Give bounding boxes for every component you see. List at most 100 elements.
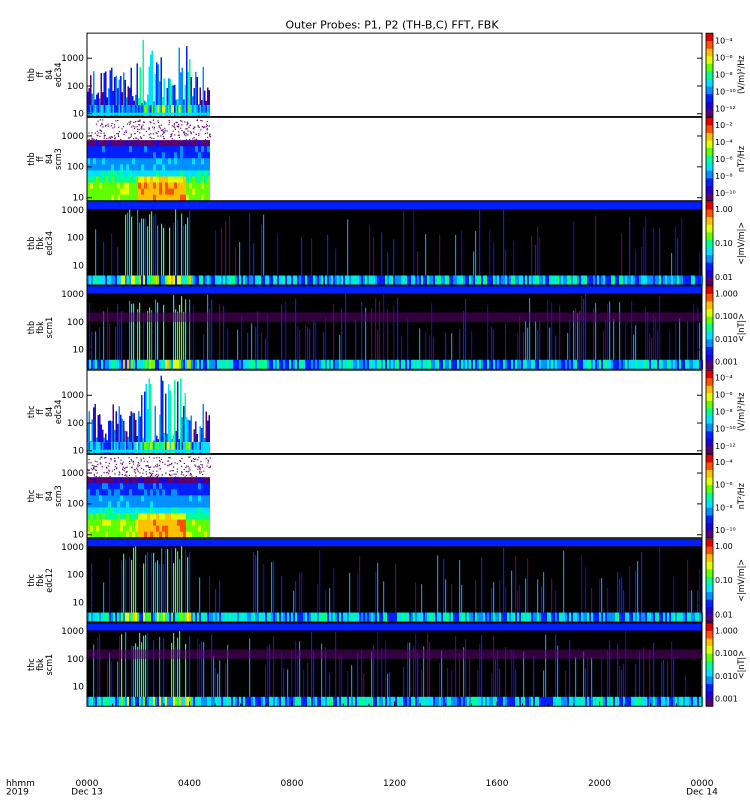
spectral-cell: [186, 188, 189, 196]
spectral-cell: [207, 525, 210, 533]
fbk-spike: [581, 555, 583, 615]
spectral-cell: [192, 531, 195, 539]
fbk-bottom-band: [605, 696, 607, 707]
fbk-bottom-band: [553, 275, 555, 285]
spectral-cell: [187, 442, 189, 454]
spectral-cell: [172, 105, 174, 117]
fbk-spike: [653, 314, 655, 362]
noise-speck: [93, 473, 95, 475]
noise-speck: [149, 466, 151, 468]
fbk-bottom-band: [179, 275, 181, 285]
spectral-cell: [135, 507, 138, 514]
fbk-spike: [183, 311, 185, 362]
spectral-cell: [90, 152, 93, 159]
fbk-spike: [95, 229, 97, 278]
noise-speck: [188, 456, 190, 458]
noise-speck: [116, 133, 118, 135]
fbk-bottom-band: [343, 696, 345, 707]
noise-speck: [168, 121, 171, 123]
spectral-cell: [87, 489, 90, 496]
spectral-column: [163, 432, 165, 443]
fbk-bottom-band: [423, 696, 425, 707]
spectral-cell: [87, 105, 89, 117]
fbk-bottom-band: [529, 612, 531, 623]
noise-speck: [105, 124, 107, 126]
colorbar-tick-label: 0.100: [715, 312, 738, 321]
fbk-bottom-band: [351, 696, 353, 707]
spectral-column: [184, 84, 186, 106]
fbk-bottom-band: [381, 612, 383, 623]
spectral-column: [96, 94, 98, 106]
spectral-cell: [186, 182, 189, 190]
fbk-spike: [601, 655, 603, 699]
fbk-bottom-band: [275, 612, 277, 623]
spectral-cell: [147, 525, 150, 533]
spectral-cell: [147, 152, 150, 159]
noise-speck: [173, 124, 175, 126]
spectral-cell: [180, 152, 183, 159]
fbk-bottom-band: [549, 696, 551, 707]
fbk-bottom-band: [649, 359, 651, 370]
y-tick-label: 1000: [61, 206, 84, 216]
fbk-spike: [181, 546, 183, 615]
fbk-bottom-band: [477, 275, 479, 285]
spectral-cell: [168, 477, 171, 484]
noise-speck: [189, 474, 191, 476]
panel: 100010010thcfbkscm11.0000.1000.0100.001<…: [26, 622, 746, 707]
colorbar-tick-label: 0.01: [715, 273, 733, 282]
noise-speck: [93, 468, 95, 470]
fbk-bottom-band: [261, 612, 263, 623]
fbk-bottom-band: [339, 696, 341, 707]
spectral-cell: [132, 182, 135, 190]
spectral-cell: [153, 140, 156, 147]
fbk-spike: [377, 562, 379, 615]
fbk-bottom-band: [233, 696, 235, 707]
fbk-bottom-band: [569, 612, 571, 623]
noise-speck: [193, 137, 195, 139]
fbk-bottom-band: [287, 359, 289, 370]
noise-speck: [173, 139, 175, 141]
fbk-bottom-band: [601, 612, 603, 623]
fbk-spike: [617, 571, 619, 615]
noise-speck: [122, 126, 125, 128]
spectral-cell: [198, 140, 201, 147]
spectral-cell: [150, 176, 153, 184]
spectral-column: [126, 97, 128, 106]
spectral-cell: [189, 477, 192, 484]
spectral-cell: [183, 176, 186, 184]
colorbar-frame: [705, 369, 714, 454]
fbk-bottom-band: [279, 696, 281, 707]
noise-speck: [148, 472, 151, 474]
fbk-bottom-band: [359, 275, 361, 285]
panel-ylabel-line: edc12: [44, 568, 54, 593]
spectral-cell: [180, 105, 182, 117]
spectral-cell: [144, 525, 147, 533]
noise-speck: [177, 476, 179, 478]
noise-speck: [104, 125, 107, 127]
spectral-cell: [171, 158, 174, 165]
fbk-bottom-band: [187, 696, 189, 707]
fbk-bottom-band: [349, 612, 351, 623]
spectral-cell: [120, 483, 123, 490]
fbk-bottom-band: [603, 612, 605, 623]
fbk-spike: [163, 227, 165, 278]
fbk-bottom-band: [171, 359, 173, 370]
fbk-spike: [551, 578, 553, 615]
spectral-cell: [108, 105, 110, 117]
fbk-spike: [565, 670, 567, 699]
fbk-spike: [143, 635, 145, 699]
fbk-bottom-band: [143, 359, 145, 370]
fbk-spike: [657, 330, 659, 362]
noise-speck: [95, 138, 97, 141]
fbk-bottom-band: [245, 275, 247, 285]
fbk-bottom-band: [641, 696, 643, 707]
fbk-bottom-band: [103, 359, 105, 370]
fbk-bottom-band: [587, 275, 589, 285]
panel-ylabel-line: fbk: [35, 237, 45, 250]
fbk-bottom-band: [97, 696, 99, 707]
fbk-bottom-band: [441, 612, 443, 623]
spectral-cell: [111, 513, 114, 521]
noise-speck: [205, 125, 207, 128]
fbk-bottom-band: [251, 275, 253, 285]
fbk-bottom-band: [551, 275, 553, 285]
